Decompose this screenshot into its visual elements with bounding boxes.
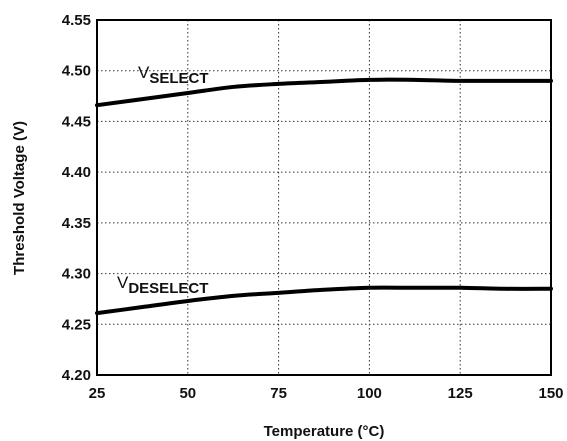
x-axis-label: Temperature (°C): [264, 423, 385, 440]
x-tick-label: 125: [448, 385, 473, 402]
x-tick-label: 75: [270, 385, 287, 402]
y-tick-label: 4.35: [62, 215, 91, 232]
x-tick-label: 150: [538, 385, 563, 402]
y-tick-label: 4.20: [62, 367, 91, 384]
x-tick-labels: 25 50 75 100 125 150: [89, 385, 564, 402]
series-label-deselect-sub: DESELECT: [128, 280, 208, 297]
y-tick-label: 4.50: [62, 63, 91, 80]
curves: [95, 77, 553, 316]
x-tick-label: 50: [179, 385, 196, 402]
y-tick-label: 4.45: [62, 113, 91, 130]
x-tick-label: 25: [89, 385, 106, 402]
series-label-select-main: V: [138, 63, 150, 82]
y-tick-label: 4.55: [62, 12, 91, 29]
y-tick-labels: 4.20 4.25 4.30 4.35 4.40 4.45 4.50 4.55: [62, 12, 91, 384]
series-line-deselect: [95, 285, 553, 316]
series-line-select: [95, 77, 553, 108]
y-tick-label: 4.25: [62, 316, 91, 333]
y-tick-label: 4.30: [62, 266, 91, 283]
series-label-select: VSELECT: [138, 63, 209, 87]
plot-frame: [96, 19, 552, 376]
x-tick-label: 100: [357, 385, 382, 402]
y-tick-label: 4.40: [62, 164, 91, 181]
y-axis-label: Threshold Voltage (V): [11, 121, 28, 275]
series-label-deselect-main: V: [117, 273, 129, 292]
series-label-select-sub: SELECT: [149, 70, 208, 87]
series-label-deselect: VDESELECT: [117, 273, 208, 297]
